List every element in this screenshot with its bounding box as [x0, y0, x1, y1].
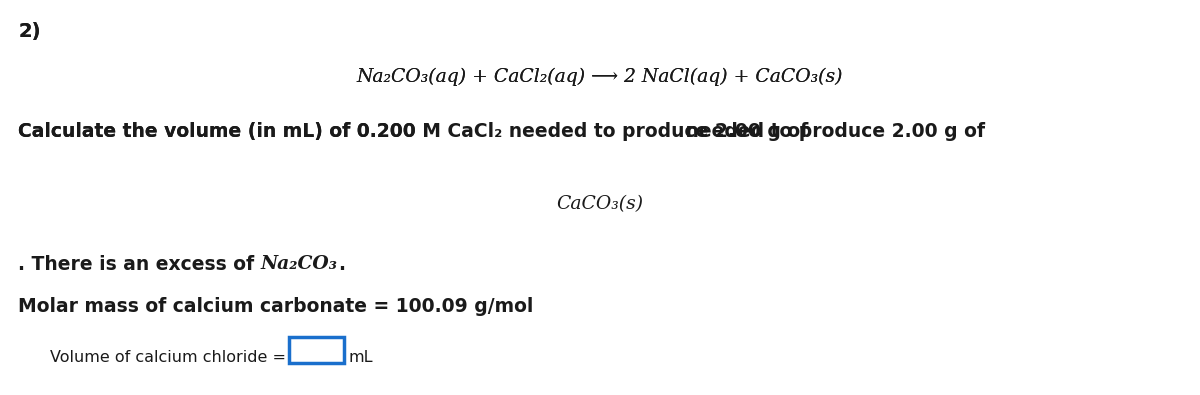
Text: Calculate the volume (in mL) of 0.200 ​M CaCl₂ needed to produce 2.00 g of: Calculate the volume (in mL) of 0.200 ​M… [18, 122, 809, 141]
Text: Volume of calcium chloride =: Volume of calcium chloride = [50, 350, 286, 365]
Text: Calculate the volume (in mL) of 0.200: Calculate the volume (in mL) of 0.200 [18, 122, 422, 141]
Text: . There is an excess of: . There is an excess of [18, 255, 260, 274]
Bar [289, 337, 344, 363]
Text: Na₂CO₃(aq) + CaCl₂(aq) ⟶ 2 NaCl(aq) + CaCO₃(s): Na₂CO₃(aq) + CaCl₂(aq) ⟶ 2 NaCl(aq) + Ca… [356, 68, 844, 86]
Text: .: . [337, 255, 344, 274]
Text: CaCO₃(s): CaCO₃(s) [557, 195, 643, 213]
Text: needed to produce 2.00 g of: needed to produce 2.00 g of [679, 122, 985, 141]
Text: Na₂CO₃: Na₂CO₃ [260, 255, 337, 273]
Text: 2): 2) [18, 22, 41, 41]
Text: Na₂CO₃(aq) + CaCl₂(aq) ⟶ 2 NaCl(aq) + CaCO₃(s): Na₂CO₃(aq) + CaCl₂(aq) ⟶ 2 NaCl(aq) + Ca… [356, 68, 844, 86]
Text: mL: mL [349, 350, 373, 365]
Text: 2): 2) [18, 22, 41, 41]
Text: Molar mass of calcium carbonate = 100.09 g/mol: Molar mass of calcium carbonate = 100.09… [18, 297, 533, 316]
